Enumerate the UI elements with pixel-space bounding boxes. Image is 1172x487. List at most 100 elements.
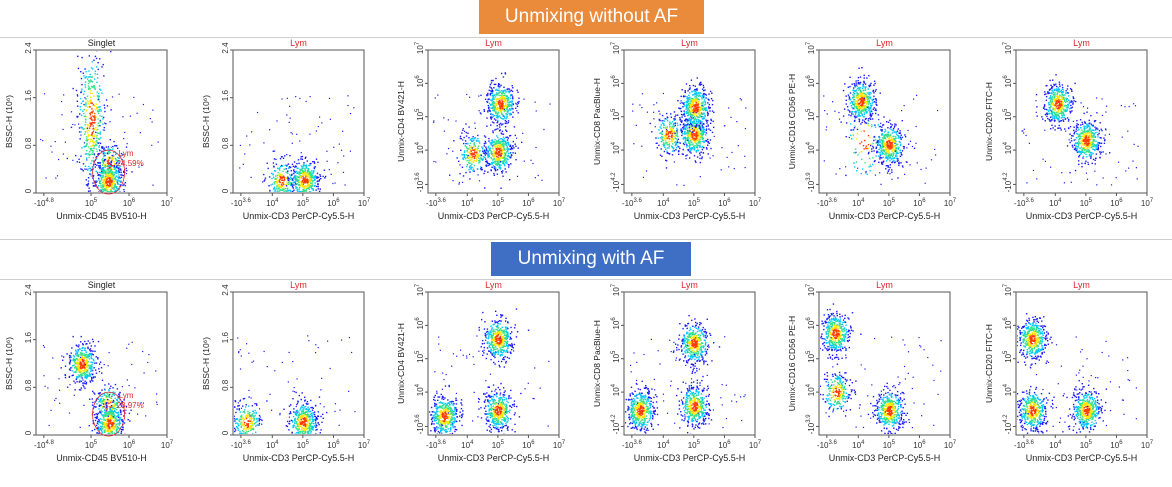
scatter-point bbox=[499, 129, 501, 131]
scatter-point bbox=[503, 164, 506, 167]
scatter-point bbox=[472, 145, 475, 147]
scatter-point bbox=[697, 91, 699, 94]
scatter-point bbox=[483, 145, 486, 147]
scatter-point bbox=[304, 165, 306, 167]
scatter-point bbox=[688, 113, 690, 116]
scatter-point bbox=[696, 125, 699, 127]
scatter-point bbox=[480, 154, 483, 157]
scatter-point bbox=[490, 90, 493, 93]
scatter-point bbox=[866, 147, 868, 150]
scatter-point bbox=[242, 163, 244, 165]
scatter-point bbox=[476, 155, 478, 157]
scatter-point bbox=[279, 165, 282, 168]
scatter-point bbox=[302, 165, 305, 167]
scatter-point bbox=[488, 89, 490, 92]
scatter-point bbox=[138, 166, 140, 168]
scatter-point bbox=[88, 88, 90, 90]
scatter-point bbox=[61, 114, 63, 116]
scatter-point bbox=[691, 128, 693, 130]
scatter-point bbox=[680, 130, 682, 132]
scatter-point bbox=[298, 186, 301, 189]
scatter-point bbox=[660, 131, 662, 134]
scatter-point bbox=[851, 138, 853, 140]
scatter-point bbox=[462, 129, 464, 131]
scatter-point bbox=[109, 190, 112, 192]
scatter-point bbox=[498, 109, 500, 112]
scatter-point bbox=[697, 142, 699, 144]
scatter-point bbox=[703, 117, 705, 119]
scatter-point bbox=[95, 144, 97, 147]
scatter-point bbox=[688, 129, 690, 131]
scatter-point bbox=[101, 115, 103, 118]
scatter-point bbox=[117, 156, 119, 159]
scatter-point bbox=[239, 167, 241, 169]
scatter-point bbox=[857, 95, 860, 98]
scatter-point bbox=[701, 104, 703, 107]
plot-frame bbox=[818, 49, 951, 194]
scatter-point bbox=[276, 167, 279, 170]
scatter-point bbox=[853, 92, 856, 95]
scatter-point bbox=[505, 91, 507, 93]
scatter-point bbox=[102, 118, 104, 120]
scatter-point bbox=[296, 170, 298, 173]
y-tick-exponent: 4.2 bbox=[611, 172, 617, 181]
scatter-point bbox=[292, 187, 295, 189]
scatter-point bbox=[115, 171, 117, 173]
scatter-point bbox=[884, 138, 887, 141]
scatter-point bbox=[311, 176, 313, 178]
scatter-point bbox=[854, 148, 857, 150]
scatter-point bbox=[868, 124, 870, 127]
scatter-point bbox=[93, 78, 96, 80]
scatter-point bbox=[661, 138, 663, 141]
scatter-point bbox=[485, 152, 488, 155]
scatter-point bbox=[686, 144, 689, 146]
scatter-point bbox=[471, 153, 474, 156]
scatter-point bbox=[112, 157, 115, 160]
scatter-points bbox=[433, 72, 551, 189]
scatter-point bbox=[91, 166, 94, 168]
scatter-point bbox=[659, 119, 661, 122]
scatter-point bbox=[84, 115, 87, 117]
scatter-point bbox=[857, 99, 859, 101]
scatter-point bbox=[665, 128, 668, 131]
scatter-point bbox=[498, 94, 500, 97]
scatter-point bbox=[686, 97, 688, 100]
scatter-point bbox=[471, 140, 473, 142]
scatter-point bbox=[277, 179, 280, 182]
scatter-point bbox=[869, 164, 871, 166]
scatter-point bbox=[88, 70, 90, 72]
scatter-point bbox=[869, 169, 871, 172]
scatter-point bbox=[694, 89, 696, 91]
scatter-point bbox=[492, 153, 495, 155]
scatter-point bbox=[284, 164, 286, 167]
scatter-point bbox=[294, 171, 296, 173]
scatter-point bbox=[500, 109, 503, 111]
scatter-point bbox=[702, 140, 704, 143]
scatter-point bbox=[95, 143, 97, 145]
scatter-point bbox=[500, 138, 502, 140]
scatter-point bbox=[94, 88, 96, 90]
scatter-point bbox=[898, 164, 900, 167]
scatter-point bbox=[279, 177, 282, 179]
scatter-point bbox=[883, 136, 886, 139]
scatter-point bbox=[704, 89, 706, 91]
scatter-point bbox=[305, 156, 307, 159]
scatter-point bbox=[671, 130, 674, 133]
scatter-point bbox=[691, 90, 693, 93]
scatter-point bbox=[291, 179, 294, 181]
scatter-point bbox=[491, 94, 493, 97]
scatter-point bbox=[110, 168, 112, 171]
y-axis-label: Unmix-CD16 CD56 PE-H bbox=[787, 74, 797, 169]
scatter-point bbox=[900, 152, 902, 154]
scatter-point bbox=[97, 98, 99, 101]
scatter-point bbox=[300, 195, 301, 196]
scatter-point bbox=[661, 131, 664, 133]
scatter-point bbox=[489, 147, 491, 149]
scatter-point bbox=[112, 204, 113, 205]
scatter-point bbox=[892, 160, 895, 162]
scatter-point bbox=[689, 96, 691, 99]
scatter-point bbox=[697, 120, 700, 123]
scatter-point bbox=[496, 173, 498, 175]
scatter-point bbox=[711, 92, 713, 94]
scatter-point bbox=[102, 186, 104, 188]
